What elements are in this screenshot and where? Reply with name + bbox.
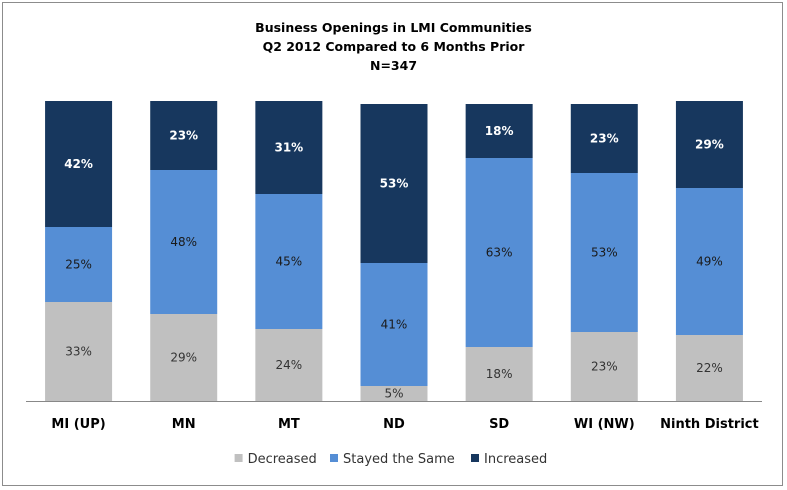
bar-segment-decreased bbox=[465, 347, 533, 401]
data-label: 23% bbox=[590, 132, 619, 146]
bar-segment-stayed-the-same bbox=[255, 194, 323, 329]
legend: Decreased Stayed the Same Increased bbox=[234, 452, 547, 467]
bar-segment-stayed-the-same bbox=[570, 173, 638, 332]
data-label: 49% bbox=[696, 255, 723, 269]
data-label: 33% bbox=[65, 345, 92, 359]
bar-segment-increased bbox=[255, 101, 323, 194]
data-label: 63% bbox=[486, 246, 513, 260]
bar-segment-decreased bbox=[675, 335, 743, 401]
chart-title-line-3: N=347 bbox=[369, 58, 418, 73]
category-label: MN bbox=[172, 417, 196, 432]
bar-segment-increased bbox=[360, 104, 428, 263]
data-label: 18% bbox=[485, 124, 514, 138]
legend-label: Decreased bbox=[248, 452, 317, 467]
category-label: ND bbox=[383, 417, 405, 432]
bar-segment-decreased bbox=[45, 302, 113, 401]
data-label: 53% bbox=[591, 246, 618, 260]
data-label: 25% bbox=[65, 258, 92, 272]
bar-segment-increased bbox=[150, 101, 218, 170]
bar-segment-decreased bbox=[360, 386, 428, 401]
data-label: 18% bbox=[486, 367, 513, 381]
category-label: WI (NW) bbox=[574, 417, 635, 432]
chart-title-line-1: Business Openings in LMI Communities bbox=[255, 20, 532, 35]
category-label: Ninth District bbox=[660, 417, 759, 432]
data-label: 53% bbox=[380, 177, 409, 191]
bar-segment-increased bbox=[570, 104, 638, 173]
legend-label: Stayed the Same bbox=[343, 452, 455, 467]
data-label: 41% bbox=[381, 318, 408, 332]
legend-label: Increased bbox=[484, 452, 547, 467]
data-label: 45% bbox=[276, 255, 303, 269]
legend-swatch bbox=[234, 454, 243, 462]
data-label: 24% bbox=[276, 358, 303, 372]
bar-segment-decreased bbox=[570, 332, 638, 401]
legend-swatch bbox=[330, 454, 338, 462]
data-label: 42% bbox=[64, 157, 93, 171]
data-label: 48% bbox=[170, 235, 197, 249]
category-label: MT bbox=[278, 417, 300, 432]
value-labels-layer: 33% 25% 42% 29% 48% 23% 24% 45% 31% 5% 41% 53% 18% 63… bbox=[64, 124, 724, 401]
bar-segment-stayed-the-same bbox=[675, 188, 743, 335]
bar-segment-decreased bbox=[150, 314, 218, 401]
data-label: 29% bbox=[170, 351, 197, 365]
bar-segment-increased bbox=[465, 104, 533, 158]
bar-segment-stayed-the-same bbox=[150, 170, 218, 314]
legend-swatch bbox=[471, 454, 479, 462]
chart-title: Business Openings in LMI Communities Q2 … bbox=[0, 18, 787, 75]
bar-segment-stayed-the-same bbox=[465, 158, 533, 347]
bar-segment-increased bbox=[675, 101, 743, 188]
category-label: MI (UP) bbox=[51, 417, 105, 432]
data-label: 23% bbox=[591, 360, 618, 374]
data-label: 23% bbox=[169, 129, 198, 143]
data-label: 31% bbox=[274, 141, 303, 155]
data-label: 29% bbox=[695, 138, 724, 152]
x-axis: MI (UP) MN MT ND SD WI (NW) Ninth District bbox=[26, 401, 762, 432]
data-label: 5% bbox=[384, 387, 403, 401]
category-label: SD bbox=[489, 417, 509, 432]
chart-title-line-2: Q2 2012 Compared to 6 Months Prior bbox=[262, 39, 525, 54]
bars-layer bbox=[45, 101, 743, 401]
data-label: 22% bbox=[696, 361, 723, 375]
bar-segment-stayed-the-same bbox=[45, 227, 113, 302]
bar-segment-stayed-the-same bbox=[360, 263, 428, 386]
bar-segment-increased bbox=[45, 101, 113, 227]
bar-segment-decreased bbox=[255, 329, 323, 401]
